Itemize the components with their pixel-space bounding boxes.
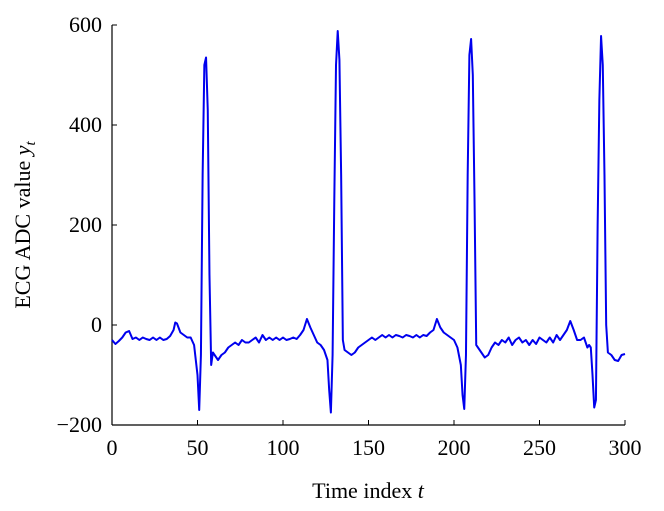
ecg-line [111, 30, 626, 414]
y-axis-label: ECG ADC value yt [10, 141, 39, 309]
x-label-text: Time index [312, 478, 412, 503]
y-tick-label: 400 [69, 112, 102, 137]
x-tick-label: 50 [187, 435, 209, 460]
x-tick-label: 200 [438, 435, 471, 460]
x-tick-label: 150 [352, 435, 385, 460]
y-tick-label: −200 [57, 412, 102, 437]
x-tick-label: 100 [267, 435, 300, 460]
x-tick-label: 250 [523, 435, 556, 460]
y-label-sub: t [23, 141, 39, 146]
y-tick-label: 0 [91, 312, 102, 337]
x-axis-label: Time index t [312, 478, 425, 503]
y-tick-label: 200 [69, 212, 102, 237]
y-label-var: y [10, 145, 35, 157]
y-label-text: ECG ADC value [10, 161, 35, 309]
x-tick-label: 0 [107, 435, 118, 460]
y-tick-label: 600 [69, 12, 102, 37]
x-label-var: t [418, 478, 425, 503]
x-tick-label: 300 [609, 435, 642, 460]
